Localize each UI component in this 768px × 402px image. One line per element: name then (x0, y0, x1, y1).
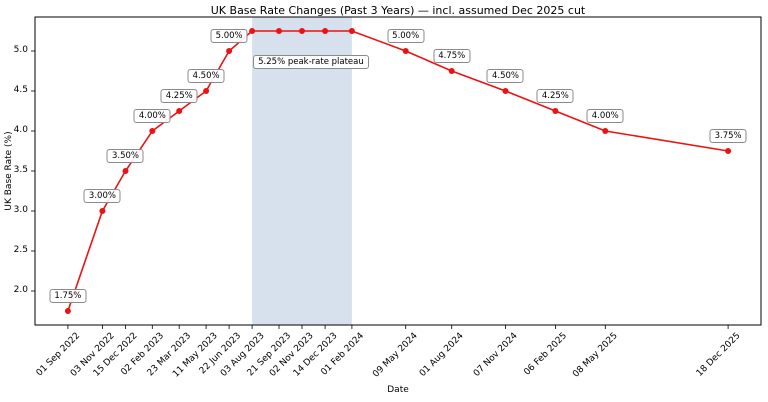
data-point-marker (149, 128, 156, 134)
y-tick-label: 4.5 (13, 85, 28, 95)
data-point-marker (322, 28, 329, 34)
data-point-marker (226, 48, 233, 54)
data-point-marker (99, 208, 106, 214)
x-axis-label: Date (387, 385, 409, 395)
rate-annotation: 4.00% (586, 109, 624, 123)
y-tick-label: 2.0 (13, 285, 28, 295)
rate-annotation: 4.25% (160, 89, 198, 103)
y-tick-label: 4.0 (13, 125, 28, 135)
data-point-marker (402, 48, 409, 54)
rate-annotation: 3.00% (83, 189, 121, 203)
y-tick-label: 5.0 (13, 45, 28, 55)
chart-title: UK Base Rate Changes (Past 3 Years) — in… (210, 4, 586, 17)
data-point-marker (552, 108, 559, 114)
data-point-marker (725, 148, 732, 154)
axes-frame (34, 16, 762, 326)
rate-annotation: 1.75% (49, 289, 87, 303)
data-point-marker (176, 108, 183, 114)
data-point-marker (122, 168, 129, 174)
rate-annotation: 4.00% (133, 109, 171, 123)
rate-annotation: 4.50% (187, 69, 225, 83)
data-point-marker (276, 28, 282, 34)
rate-annotation: 4.50% (486, 69, 524, 83)
data-point-marker (299, 28, 305, 34)
y-tick-label: 3.0 (13, 205, 28, 215)
rate-annotation: 3.50% (106, 149, 144, 163)
data-point-marker (348, 28, 355, 34)
data-point-marker (64, 308, 71, 314)
rate-annotation: 5.00% (387, 29, 425, 43)
rate-annotation: 3.75% (709, 129, 747, 143)
data-point-marker (502, 88, 509, 94)
plateau-annotation: 5.25% peak-rate plateau (253, 55, 369, 70)
data-point-marker (249, 28, 256, 34)
data-point-marker (203, 88, 210, 94)
rate-line (67, 30, 729, 312)
rate-annotation: 4.75% (433, 49, 471, 63)
y-tick-label: 3.5 (13, 165, 28, 175)
data-point-marker (602, 128, 609, 134)
y-tick-label: 2.5 (13, 245, 28, 255)
rate-annotation: 4.25% (536, 89, 574, 103)
rate-annotation: 5.00% (210, 29, 248, 43)
data-point-marker (448, 68, 455, 74)
y-axis-label: UK Base Rate (%) (4, 131, 14, 211)
